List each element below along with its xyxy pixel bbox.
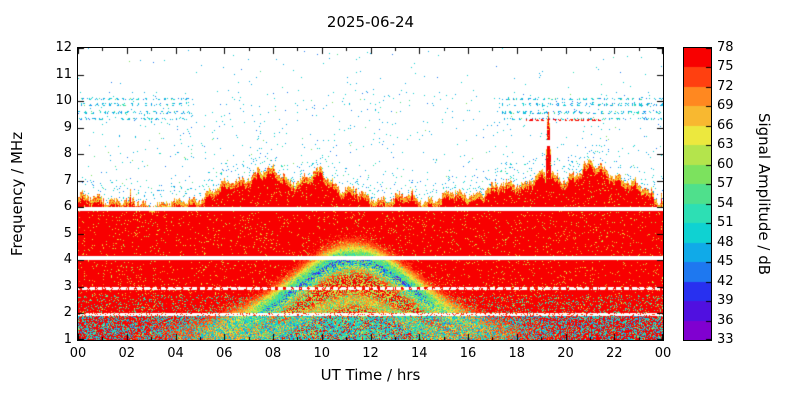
- colorbar-tick-label: 72: [717, 78, 734, 94]
- y-tick-label: 3: [63, 278, 72, 294]
- colorbar-tick-label: 36: [717, 312, 734, 328]
- chart-title: 2025-06-24: [326, 13, 415, 31]
- x-tick-label: 06: [215, 346, 233, 361]
- y-tick-label: 6: [63, 199, 72, 215]
- colorbar-tick-label: 75: [717, 59, 734, 75]
- y-tick-label: 5: [63, 225, 72, 241]
- x-tick-label: 14: [410, 346, 428, 361]
- colorbar-tick-label: 33: [717, 332, 734, 347]
- colorbar-tick-label: 66: [717, 117, 734, 133]
- y-tick-label: 7: [63, 172, 72, 188]
- colorbar-tick-label: 57: [717, 176, 734, 192]
- x-tick-label: 18: [508, 346, 526, 361]
- y-tick-label: 8: [63, 146, 72, 162]
- x-tick-label: 20: [557, 346, 574, 361]
- colorbar-tick-label: 78: [717, 40, 734, 55]
- x-tick-label: 10: [313, 346, 331, 361]
- spectrogram-canvas: [77, 47, 664, 341]
- x-tick-label: 16: [459, 346, 477, 361]
- y-tick-label: 4: [63, 252, 72, 268]
- colorbar-tick-label: 42: [717, 273, 734, 289]
- y-tick-label: 10: [55, 93, 72, 109]
- colorbar-tick-label: 51: [717, 215, 734, 231]
- y-tick-label: 2: [63, 305, 72, 321]
- colorbar-tick-label: 39: [717, 293, 734, 309]
- x-axis-label: UT Time / hrs: [320, 366, 421, 384]
- x-tick-label: 22: [605, 346, 623, 361]
- colorbar-tick-label: 63: [717, 137, 734, 153]
- y-axis-label: Frequency / MHz: [8, 131, 26, 257]
- colorbar-canvas: [683, 47, 712, 341]
- x-tick-label: 12: [362, 346, 379, 361]
- x-tick-label: 08: [264, 346, 282, 361]
- x-tick-label: 02: [118, 346, 136, 361]
- x-tick-label: 04: [167, 346, 184, 361]
- x-tick-label: 00: [69, 346, 87, 361]
- y-tick-label: 9: [63, 119, 72, 135]
- x-tick-label: 00: [654, 346, 672, 361]
- y-tick-label: 11: [55, 66, 72, 82]
- colorbar-tick-label: 48: [717, 234, 734, 250]
- y-tick-label: 12: [55, 40, 72, 55]
- colorbar-tick-label: 54: [717, 195, 734, 211]
- colorbar-label: Signal Amplitude / dB: [755, 112, 773, 276]
- colorbar-tick-label: 69: [717, 98, 734, 114]
- y-tick-label: 1: [63, 332, 72, 347]
- colorbar-tick-label: 45: [717, 254, 734, 270]
- colorbar-tick-label: 60: [717, 156, 734, 172]
